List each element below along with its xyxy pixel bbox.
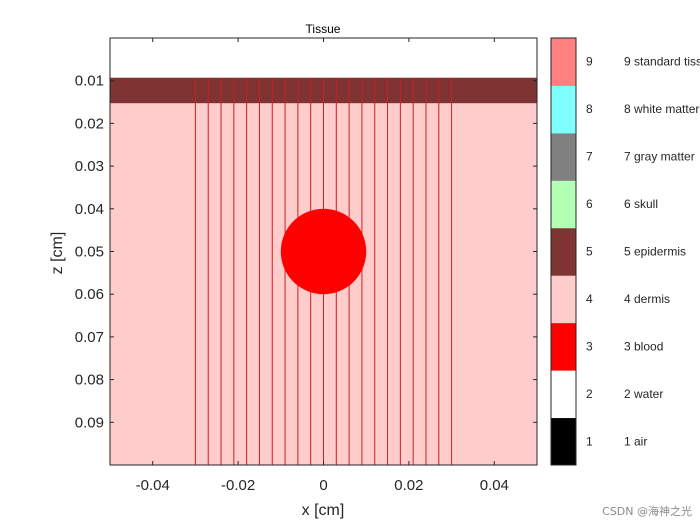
colorbar-swatch bbox=[551, 132, 576, 181]
colorbar-class-label: 7 gray matter bbox=[624, 150, 695, 164]
colorbar-tick-label: 9 bbox=[586, 55, 593, 69]
colorbar-frame bbox=[550, 37, 577, 466]
y-tick-label: 0.03 bbox=[75, 158, 104, 175]
colorbar-tick-label: 4 bbox=[586, 292, 593, 306]
colorbar-class-label: 2 water bbox=[624, 387, 663, 401]
colorbar-swatch bbox=[551, 322, 576, 371]
y-tick-label: 0.07 bbox=[75, 329, 104, 346]
y-tick-label: 0.04 bbox=[75, 201, 104, 218]
y-tick-label: 0.09 bbox=[75, 414, 104, 431]
x-tick-label: 0.02 bbox=[394, 477, 423, 494]
colorbar-class-label: 4 dermis bbox=[624, 292, 670, 306]
y-axis-label: z [cm] bbox=[49, 232, 66, 275]
colorbar: 1 1 air 2 2 water 3 3 blood 4 4 dermis 5 5 epider… bbox=[550, 37, 700, 466]
colorbar-swatch bbox=[551, 85, 576, 134]
colorbar-swatch bbox=[551, 180, 576, 229]
colorbar-tick-label: 3 bbox=[586, 339, 593, 353]
colorbar-class-label: 5 epidermis bbox=[624, 245, 686, 259]
colorbar-swatch bbox=[551, 227, 576, 276]
x-tick-label: 0 bbox=[319, 477, 327, 494]
colorbar-class-label: 3 blood bbox=[624, 339, 663, 353]
y-tick-label: 0.01 bbox=[75, 73, 104, 90]
y-tick-label: 0.06 bbox=[75, 286, 104, 303]
y-tick-label: 0.08 bbox=[75, 372, 104, 389]
colorbar-tick-label: 2 bbox=[586, 387, 593, 401]
watermark: CSDN @海神之光 bbox=[602, 505, 692, 518]
y-tick-label: 0.05 bbox=[75, 244, 104, 261]
colorbar-class-label: 9 standard tissue bbox=[624, 55, 700, 69]
blood-vessel bbox=[280, 208, 367, 295]
plot-area bbox=[109, 37, 538, 466]
x-tick-label: 0.04 bbox=[480, 477, 509, 494]
chart-title: Tissue bbox=[306, 22, 341, 36]
colorbar-class-label: 6 skull bbox=[624, 197, 658, 211]
x-axis-ticks: -0.04 -0.02 0 0.02 0.04 bbox=[136, 38, 509, 494]
colorbar-swatch bbox=[551, 417, 576, 466]
colorbar-class-label: 8 white matter bbox=[624, 102, 699, 116]
colorbar-swatch bbox=[551, 370, 576, 419]
colorbar-swatch bbox=[551, 275, 576, 324]
y-tick-label: 0.02 bbox=[75, 115, 104, 132]
x-tick-label: -0.04 bbox=[136, 477, 170, 494]
colorbar-class-label: 1 air bbox=[624, 434, 647, 448]
colorbar-swatch bbox=[551, 38, 576, 86]
y-axis-ticks: 0.01 0.02 0.03 0.04 0.05 0.06 0.07 0.08 0.09 bbox=[75, 73, 537, 431]
x-tick-label: -0.02 bbox=[221, 477, 255, 494]
colorbar-tick-label: 8 bbox=[586, 102, 593, 116]
colorbar-tick-label: 7 bbox=[586, 150, 593, 164]
air-region bbox=[110, 38, 537, 78]
colorbar-tick-label: 1 bbox=[586, 434, 593, 448]
x-axis-label: x [cm] bbox=[302, 502, 345, 519]
colorbar-tick-label: 6 bbox=[586, 197, 593, 211]
colorbar-tick-label: 5 bbox=[586, 245, 593, 259]
